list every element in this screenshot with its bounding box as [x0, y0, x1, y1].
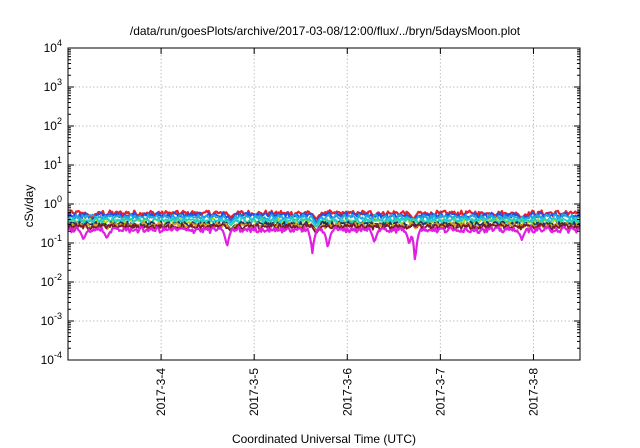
- y-tick-label: 103: [44, 77, 62, 94]
- y-tick-label: 10-3: [41, 311, 62, 328]
- x-tick-label: 2017-3-7: [433, 368, 447, 416]
- y-tick-label: 10-4: [41, 350, 62, 367]
- x-tick-label: 2017-3-6: [340, 368, 354, 416]
- grid-lines: [68, 48, 580, 360]
- x-tick-label: 2017-3-4: [154, 368, 168, 416]
- y-tick-label: 100: [44, 194, 62, 211]
- y-tick-label: 102: [44, 116, 62, 133]
- series-line: [67, 213, 581, 225]
- x-axis-label: Coordinated Universal Time (UTC): [232, 432, 416, 446]
- series-line: [67, 225, 581, 261]
- x-tick-label: 2017-3-8: [526, 368, 540, 416]
- data-series: [67, 209, 581, 261]
- x-tick-label: 2017-3-5: [247, 368, 261, 416]
- axis-ticks: 104 103 102 101 100 10-1 10-2 10-3 10-4 2017-3-4 2…: [41, 38, 580, 416]
- series-line: [67, 220, 581, 232]
- series-line: [67, 222, 581, 235]
- series-line: [67, 216, 581, 228]
- y-axis-label: cSv/day: [22, 185, 36, 228]
- chart-title: /data/run/goesPlots/archive/2017-03-08/1…: [130, 24, 521, 38]
- y-tick-label: 10-2: [41, 272, 62, 289]
- y-tick-label: 10-1: [41, 233, 62, 250]
- y-tick-label: 101: [44, 155, 62, 172]
- y-tick-label: 104: [44, 38, 62, 55]
